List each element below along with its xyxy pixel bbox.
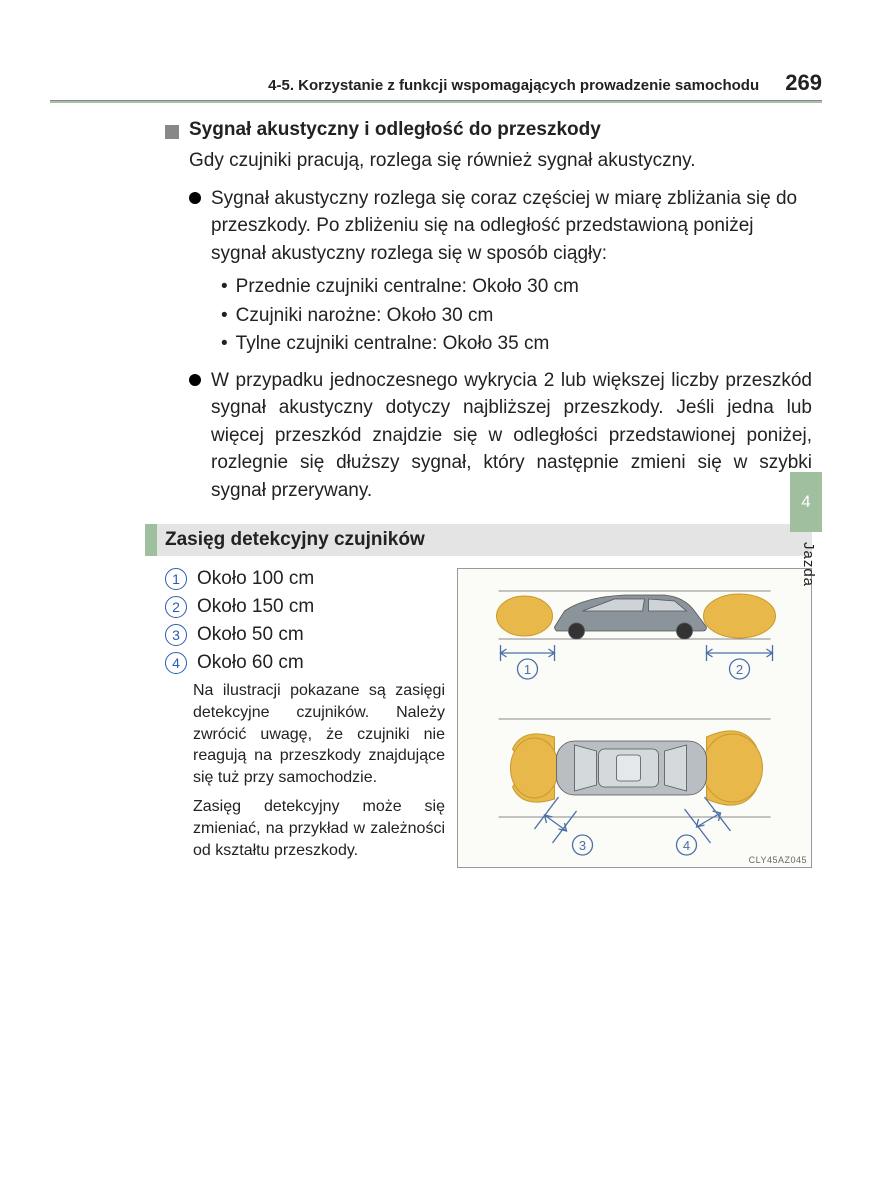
range-item: 3 Około 50 cm [165,624,445,646]
chapter-tab-number: 4 [801,492,810,512]
round-bullet-icon [189,192,201,204]
header-underline-accent [50,101,822,103]
section-bar-title: Zasięg detekcyjny czujników [157,524,812,556]
range-note: Zasięg detekcyjny może się zmieniać, na … [193,796,445,861]
range-item: 4 Około 60 cm [165,652,445,674]
range-label: Około 50 cm [197,624,304,646]
range-list: 1 Około 100 cm 2 Około 150 cm 3 Około 50… [165,568,445,868]
subsection-title: Sygnał akustyczny i odległość do przeszk… [189,119,601,141]
range-label: Około 60 cm [197,652,304,674]
dot-icon: • [221,330,228,359]
chapter-tab-label: Jazda [800,542,817,587]
intro-text: Gdy czujniki pracują, rozlega się równie… [189,147,812,175]
bullet-item: W przypadku jednoczesnego wykrycia 2 lub… [189,367,812,505]
bullet-item: Sygnał akustyczny rozlega się coraz częś… [189,185,812,359]
circled-number-icon: 3 [165,624,187,646]
section-bar-accent [145,524,157,556]
sensor-range-diagram: 1 2 [457,568,812,868]
round-bullet-icon [189,374,201,386]
svg-text:2: 2 [736,662,743,677]
svg-text:3: 3 [579,838,586,853]
sub-item: •Przednie czujniki centralne: Około 30 c… [221,273,812,302]
section-breadcrumb: 4-5. Korzystanie z funkcji wspomagającyc… [50,70,822,96]
page-header: 4-5. Korzystanie z funkcji wspomagającyc… [50,70,822,101]
sub-item: •Czujniki narożne: Około 30 cm [221,302,812,331]
image-code: CLY45AZ045 [749,855,807,865]
circled-number-icon: 2 [165,596,187,618]
section-bar: Zasięg detekcyjny czujników [145,524,812,556]
section-path-text: 4-5. Korzystanie z funkcji wspomagającyc… [268,77,759,94]
circled-number-icon: 4 [165,652,187,674]
bullet-text: Sygnał akustyczny rozlega się coraz częś… [211,185,812,359]
dot-icon: • [221,273,228,302]
range-label: Około 100 cm [197,568,314,590]
dot-icon: • [221,302,228,331]
range-note: Na ilustracji pokazane są zasięgi detekc… [193,680,445,788]
range-item: 1 Około 100 cm [165,568,445,590]
range-label: Około 150 cm [197,596,314,618]
svg-text:4: 4 [683,838,690,853]
bullet-text: W przypadku jednoczesnego wykrycia 2 lub… [211,367,812,505]
svg-text:1: 1 [524,662,531,677]
chapter-tab: 4 [790,472,822,532]
sub-item: •Tylne czujniki centralne: Około 35 cm [221,330,812,359]
sublist: •Przednie czujniki centralne: Około 30 c… [211,273,812,359]
square-bullet-icon [165,125,179,139]
subsection-heading: Sygnał akustyczny i odległość do przeszk… [165,119,812,141]
range-item: 2 Około 150 cm [165,596,445,618]
page-number: 269 [785,70,822,95]
circled-number-icon: 1 [165,568,187,590]
